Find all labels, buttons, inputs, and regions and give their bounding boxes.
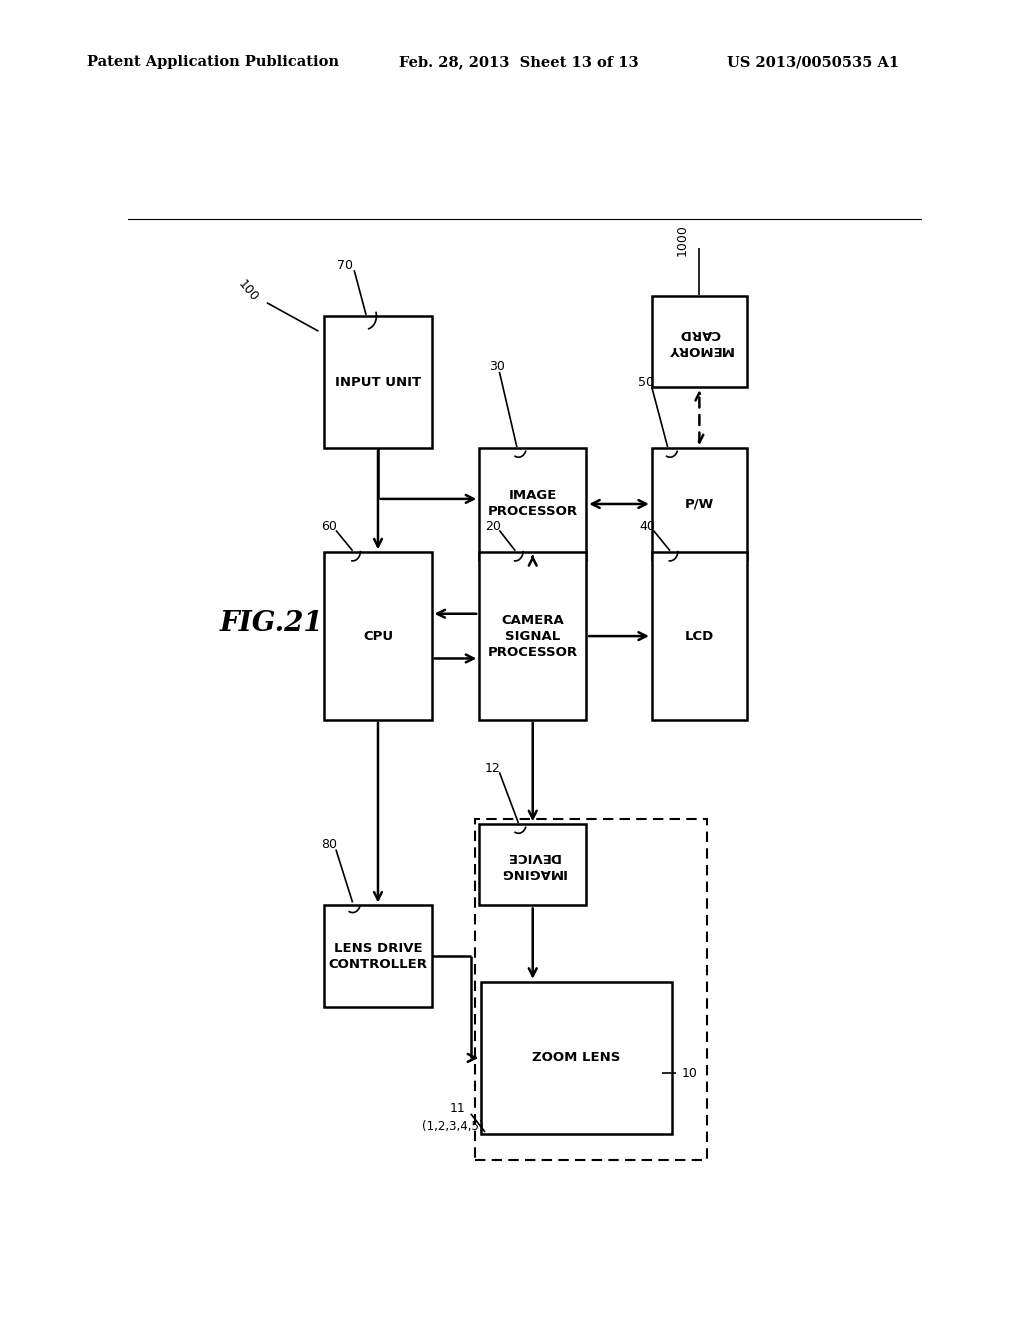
Bar (479, 447, 587, 560)
Text: US 2013/0050535 A1: US 2013/0050535 A1 (727, 55, 899, 70)
Text: 70: 70 (337, 259, 352, 272)
Text: 10: 10 (682, 1067, 697, 1080)
Bar (475, 818, 708, 1159)
Bar (651, 447, 746, 560)
Bar (479, 824, 587, 906)
Text: MEMORY
CARD: MEMORY CARD (667, 327, 732, 356)
Bar (325, 315, 431, 447)
Text: 100: 100 (236, 277, 260, 304)
Text: 1000: 1000 (676, 224, 688, 256)
Text: CPU: CPU (362, 630, 393, 643)
Text: IMAGE
PROCESSOR: IMAGE PROCESSOR (487, 490, 578, 519)
Text: (1,2,3,4,5): (1,2,3,4,5) (422, 1119, 483, 1133)
Bar (325, 906, 431, 1007)
Text: 50: 50 (638, 375, 654, 388)
Bar (481, 982, 672, 1134)
Text: Patent Application Publication: Patent Application Publication (87, 55, 339, 70)
Bar (651, 296, 746, 387)
Text: ZOOM LENS: ZOOM LENS (532, 1052, 621, 1064)
Text: FIG.21: FIG.21 (219, 610, 323, 638)
Text: 30: 30 (489, 360, 505, 374)
Text: Feb. 28, 2013  Sheet 13 of 13: Feb. 28, 2013 Sheet 13 of 13 (399, 55, 639, 70)
Bar (325, 552, 431, 719)
Text: LENS DRIVE
CONTROLLER: LENS DRIVE CONTROLLER (329, 941, 427, 970)
Text: IMAGING
DEVICE: IMAGING DEVICE (500, 850, 566, 879)
Bar (651, 552, 746, 719)
Text: 80: 80 (321, 838, 337, 851)
Text: 40: 40 (640, 520, 655, 533)
Bar (479, 552, 587, 719)
Text: 60: 60 (321, 520, 337, 533)
Text: 12: 12 (485, 762, 501, 775)
Text: P/W: P/W (685, 498, 714, 511)
Text: 20: 20 (485, 520, 501, 533)
Text: CAMERA
SIGNAL
PROCESSOR: CAMERA SIGNAL PROCESSOR (487, 614, 578, 659)
Text: INPUT UNIT: INPUT UNIT (335, 375, 421, 388)
Text: LCD: LCD (685, 630, 714, 643)
Text: 11: 11 (450, 1102, 465, 1115)
